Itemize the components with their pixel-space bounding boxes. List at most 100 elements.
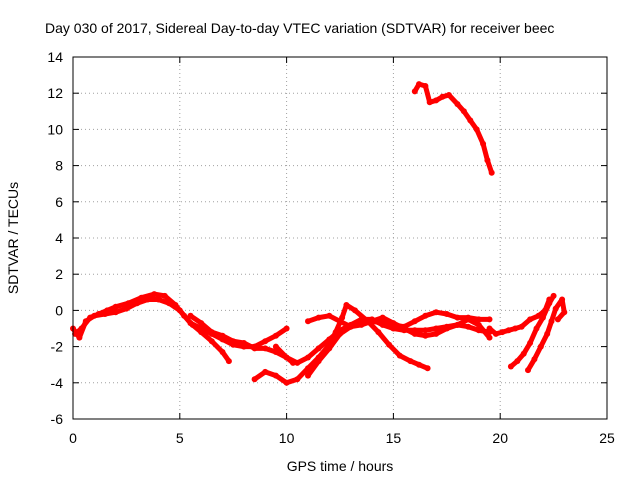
data-point bbox=[123, 305, 130, 312]
data-point bbox=[550, 292, 557, 299]
y-tick-label: 14 bbox=[47, 49, 63, 65]
data-point bbox=[559, 296, 566, 303]
data-point bbox=[454, 314, 461, 321]
data-point bbox=[337, 318, 343, 325]
data-point bbox=[525, 367, 531, 374]
data-point bbox=[181, 312, 188, 319]
data-point bbox=[283, 325, 290, 332]
data-point bbox=[315, 314, 322, 321]
data-point bbox=[272, 332, 279, 339]
data-point bbox=[230, 338, 237, 345]
data-point bbox=[208, 329, 215, 336]
data-point bbox=[138, 294, 145, 301]
data-point bbox=[411, 88, 418, 95]
data-point bbox=[422, 327, 429, 334]
data-point bbox=[386, 341, 393, 348]
data-point bbox=[514, 358, 521, 365]
data-point bbox=[546, 300, 553, 307]
data-point bbox=[326, 312, 333, 319]
data-point bbox=[422, 332, 429, 339]
grid-lines bbox=[73, 57, 607, 419]
data-point bbox=[272, 343, 279, 350]
data-point bbox=[294, 359, 301, 366]
data-point bbox=[262, 345, 269, 352]
y-tick-label: 0 bbox=[55, 302, 63, 318]
y-tick-label: -4 bbox=[51, 375, 64, 391]
data-point bbox=[443, 311, 450, 317]
data-point bbox=[475, 321, 482, 328]
data-point bbox=[527, 340, 534, 346]
x-tick-label: 15 bbox=[386, 430, 402, 446]
data-point bbox=[343, 302, 350, 308]
data-point bbox=[155, 296, 162, 303]
data-point bbox=[283, 379, 290, 386]
data-point bbox=[375, 329, 382, 336]
data-point bbox=[305, 372, 311, 379]
data-point bbox=[72, 330, 79, 337]
y-tick-label: -2 bbox=[51, 339, 64, 355]
data-point bbox=[554, 316, 561, 323]
data-point bbox=[294, 376, 301, 383]
y-tick-label: 12 bbox=[47, 85, 63, 101]
data-point bbox=[520, 350, 527, 357]
data-point bbox=[426, 99, 433, 106]
data-point bbox=[465, 316, 472, 323]
data-point bbox=[240, 340, 247, 346]
data-point bbox=[187, 312, 194, 319]
data-point bbox=[416, 361, 422, 368]
y-tick-label: 6 bbox=[55, 194, 63, 210]
data-point bbox=[407, 358, 414, 365]
data-point bbox=[544, 330, 551, 337]
data-point bbox=[251, 376, 258, 383]
data-point bbox=[358, 321, 365, 328]
y-tick-label: 4 bbox=[55, 230, 63, 246]
data-point bbox=[337, 330, 343, 337]
data-point bbox=[225, 358, 232, 365]
data-point bbox=[411, 318, 418, 325]
data-point bbox=[347, 323, 354, 330]
data-point bbox=[151, 291, 158, 298]
x-tick-label: 25 bbox=[599, 430, 615, 446]
data-point bbox=[484, 157, 491, 164]
data-point bbox=[467, 117, 474, 124]
axis-ticks: 0 5 10 15 20 25 -6 -4 -2 0 2 4 6 8 10 12 14 bbox=[47, 49, 615, 446]
data-point bbox=[548, 318, 555, 325]
data-point bbox=[78, 325, 85, 332]
data-point bbox=[172, 302, 179, 308]
data-point bbox=[125, 300, 132, 307]
data-point bbox=[161, 292, 168, 299]
data-point bbox=[315, 345, 322, 352]
y-tick-label: 8 bbox=[55, 158, 63, 174]
data-point bbox=[326, 336, 333, 343]
x-tick-label: 5 bbox=[176, 430, 184, 446]
data-point bbox=[433, 97, 440, 104]
data-point bbox=[424, 365, 431, 372]
x-tick-label: 20 bbox=[492, 430, 508, 446]
data-point bbox=[460, 108, 467, 115]
data-point bbox=[251, 345, 258, 352]
data-point bbox=[262, 368, 269, 375]
data-point bbox=[480, 140, 487, 147]
data-point bbox=[488, 169, 495, 176]
data-point bbox=[95, 311, 102, 317]
data-point bbox=[315, 358, 322, 365]
data-point bbox=[396, 352, 403, 359]
data-point bbox=[87, 314, 94, 321]
data-point bbox=[499, 329, 506, 336]
data-point bbox=[443, 325, 450, 332]
data-point bbox=[411, 330, 418, 337]
data-point bbox=[305, 318, 311, 325]
data-point bbox=[198, 329, 205, 336]
data-point bbox=[379, 314, 386, 321]
data-point bbox=[537, 343, 544, 350]
data-point bbox=[486, 325, 493, 332]
data-point bbox=[198, 320, 205, 327]
data-point bbox=[112, 303, 119, 310]
x-tick-label: 10 bbox=[279, 430, 295, 446]
data-point bbox=[486, 316, 493, 323]
data-point bbox=[112, 309, 119, 316]
data-point bbox=[401, 325, 408, 332]
data-point bbox=[326, 345, 333, 352]
